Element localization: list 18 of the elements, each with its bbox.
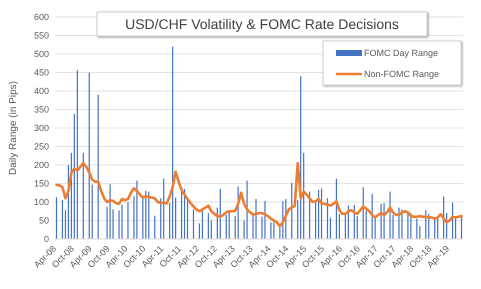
y-tick-label: 150 bbox=[34, 178, 49, 189]
legend-label: FOMC Day Range bbox=[364, 48, 438, 58]
y-tick-label: 250 bbox=[34, 142, 49, 152]
y-tick-label: 300 bbox=[34, 123, 49, 134]
y-tick-label: 50 bbox=[38, 216, 49, 226]
legend-label: Non-FOMC Range bbox=[364, 69, 440, 80]
line-series bbox=[55, 162, 463, 228]
y-tick-label: 350 bbox=[34, 104, 49, 115]
y-tick-label: 500 bbox=[34, 49, 49, 60]
y-tick-label: 100 bbox=[34, 197, 49, 208]
y-tick-label: 550 bbox=[34, 30, 49, 41]
chart-title: USD/CHF Volatility & FOMC Rate Decisions bbox=[125, 16, 399, 32]
y-tick-label: 200 bbox=[34, 160, 49, 170]
y-tick-label: 0 bbox=[44, 234, 49, 244]
y-tick-label: 400 bbox=[34, 86, 49, 96]
y-tick-label: 450 bbox=[34, 68, 49, 78]
y-axis-title: Daily Range (in Pips) bbox=[8, 81, 19, 175]
y-tick-label: 600 bbox=[34, 12, 49, 22]
